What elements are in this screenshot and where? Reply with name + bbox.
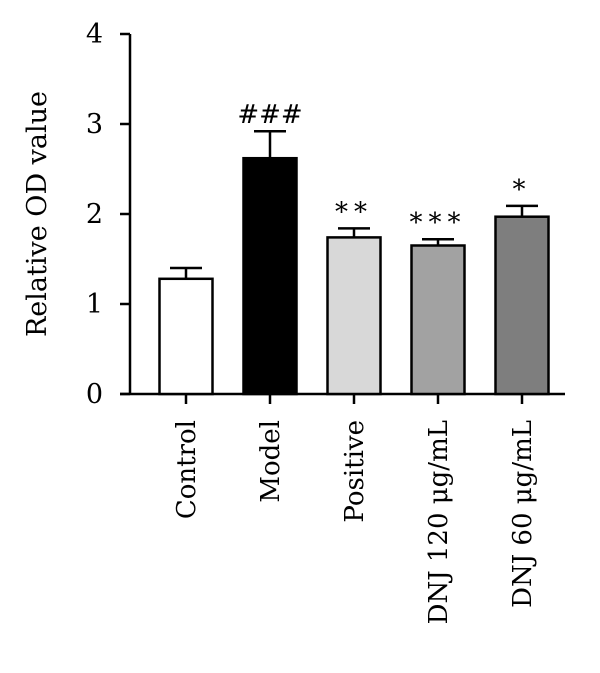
- error-bars: [170, 129, 538, 279]
- significance-annotations: ###** ****: [237, 100, 532, 238]
- y-tick-label: 4: [86, 19, 103, 50]
- category-label-4: DNJ 60 μg/mL: [508, 420, 538, 608]
- significance-label-2: **: [335, 197, 373, 227]
- category-label-1: Model: [256, 420, 286, 503]
- category-label-3: DNJ 120 μg/mL: [424, 420, 454, 624]
- y-axis-label: Relative OD value: [22, 91, 53, 337]
- category-label-0: Control: [172, 420, 202, 519]
- category-label-2: Positive: [340, 420, 370, 523]
- bar-4: [494, 215, 550, 396]
- bar-2: [326, 236, 382, 396]
- y-tick-label: 1: [86, 289, 103, 320]
- significance-label-3: ***: [410, 208, 467, 238]
- bar-0: [158, 277, 214, 396]
- bars: [158, 156, 550, 396]
- y-tick-label: 0: [86, 379, 103, 410]
- category-labels: Control Model Positive DNJ 120 μg/mL DNJ 60 …: [172, 420, 538, 624]
- bar-1: [242, 156, 298, 396]
- significance-label-4: *: [513, 175, 532, 205]
- significance-label-1: ###: [237, 100, 302, 130]
- bar-3: [410, 244, 466, 396]
- y-tick-labels: 0 1 2 3 4: [86, 19, 103, 410]
- y-tick-label: 2: [86, 199, 103, 230]
- y-tick-label: 3: [86, 109, 103, 140]
